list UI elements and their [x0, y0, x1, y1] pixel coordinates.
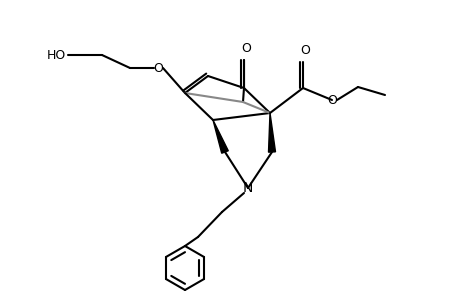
- Polygon shape: [213, 120, 228, 153]
- Text: O: O: [241, 42, 251, 55]
- Text: HO: HO: [47, 49, 66, 62]
- Text: O: O: [326, 94, 336, 106]
- Polygon shape: [268, 113, 275, 152]
- Text: N: N: [242, 181, 252, 195]
- Text: O: O: [299, 44, 309, 57]
- Text: O: O: [153, 61, 162, 74]
